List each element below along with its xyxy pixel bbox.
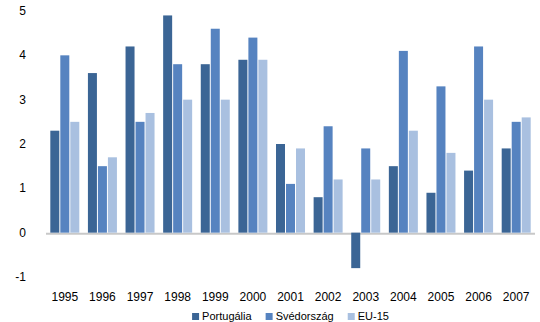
bar — [276, 144, 285, 233]
x-tick-label: 1995 — [51, 290, 78, 304]
x-tick-label: 1999 — [202, 290, 229, 304]
tick-mark — [43, 99, 46, 100]
bar — [409, 131, 418, 233]
bar — [361, 148, 370, 232]
y-tick-label: 2 — [19, 137, 26, 151]
bar — [248, 38, 257, 233]
bar — [136, 122, 145, 233]
baseline — [46, 233, 535, 235]
bar — [238, 60, 247, 233]
x-tick-label: 2005 — [428, 290, 455, 304]
y-tick-label: 1 — [19, 181, 26, 195]
bar — [296, 148, 305, 232]
bar — [426, 193, 435, 233]
tick-mark — [43, 188, 46, 189]
legend-swatch — [266, 313, 273, 320]
bar — [221, 100, 230, 233]
legend: Portugália Svédország EU-15 — [192, 310, 389, 322]
chart: -1 0 1 2 3 4 5 1995 1996 1997 1998 1999 2000 2001 2002… — [0, 0, 540, 322]
bar — [183, 100, 192, 233]
bar — [286, 184, 295, 233]
x-tick-label: 1998 — [164, 290, 191, 304]
y-tick-label: 3 — [19, 93, 26, 107]
legend-label: EU-15 — [358, 310, 389, 322]
y-tick-label: -1 — [15, 270, 26, 284]
bar — [163, 15, 172, 232]
x-tick-label: 1997 — [127, 290, 154, 304]
bar — [314, 197, 323, 232]
x-tick-label: 2001 — [277, 290, 304, 304]
bar — [98, 166, 107, 233]
bar — [522, 117, 531, 232]
x-tick-label: 2006 — [465, 290, 492, 304]
tick-mark — [43, 232, 46, 233]
legend-label: Portugália — [202, 310, 252, 322]
bar — [60, 55, 69, 232]
bar — [484, 100, 493, 233]
tick-mark — [43, 277, 46, 278]
x-tick-label: 2000 — [240, 290, 267, 304]
tick-mark — [43, 55, 46, 56]
bar — [446, 153, 455, 233]
bar — [502, 148, 511, 232]
bar — [211, 29, 220, 233]
tick-mark — [43, 144, 46, 145]
bar — [399, 51, 408, 233]
x-tick-label: 2007 — [503, 290, 530, 304]
bar — [70, 122, 79, 233]
x-tick-label: 1996 — [89, 290, 116, 304]
bar — [334, 179, 343, 232]
bar — [173, 64, 182, 232]
bar — [371, 179, 380, 232]
bar — [50, 131, 59, 233]
bar — [351, 233, 360, 268]
x-tick-label: 2004 — [390, 290, 417, 304]
bars — [50, 15, 530, 268]
bar — [258, 60, 267, 233]
x-tick-label: 2003 — [352, 290, 379, 304]
bar — [108, 157, 117, 232]
legend-swatch — [348, 313, 355, 320]
y-tick-label: 0 — [19, 226, 26, 240]
legend-label: Svédország — [276, 310, 334, 322]
bar — [88, 73, 97, 233]
legend-swatch — [192, 313, 199, 320]
bar — [474, 46, 483, 232]
bar — [436, 86, 445, 232]
bar — [146, 113, 155, 233]
y-tick-label: 4 — [19, 48, 26, 62]
bar — [126, 46, 135, 232]
tick-mark — [43, 11, 46, 12]
bar — [389, 166, 398, 233]
y-tick-label: 5 — [19, 4, 26, 18]
bar — [324, 126, 333, 232]
bar — [512, 122, 521, 233]
bar — [201, 64, 210, 232]
bar — [464, 171, 473, 233]
x-tick-label: 2002 — [315, 290, 342, 304]
